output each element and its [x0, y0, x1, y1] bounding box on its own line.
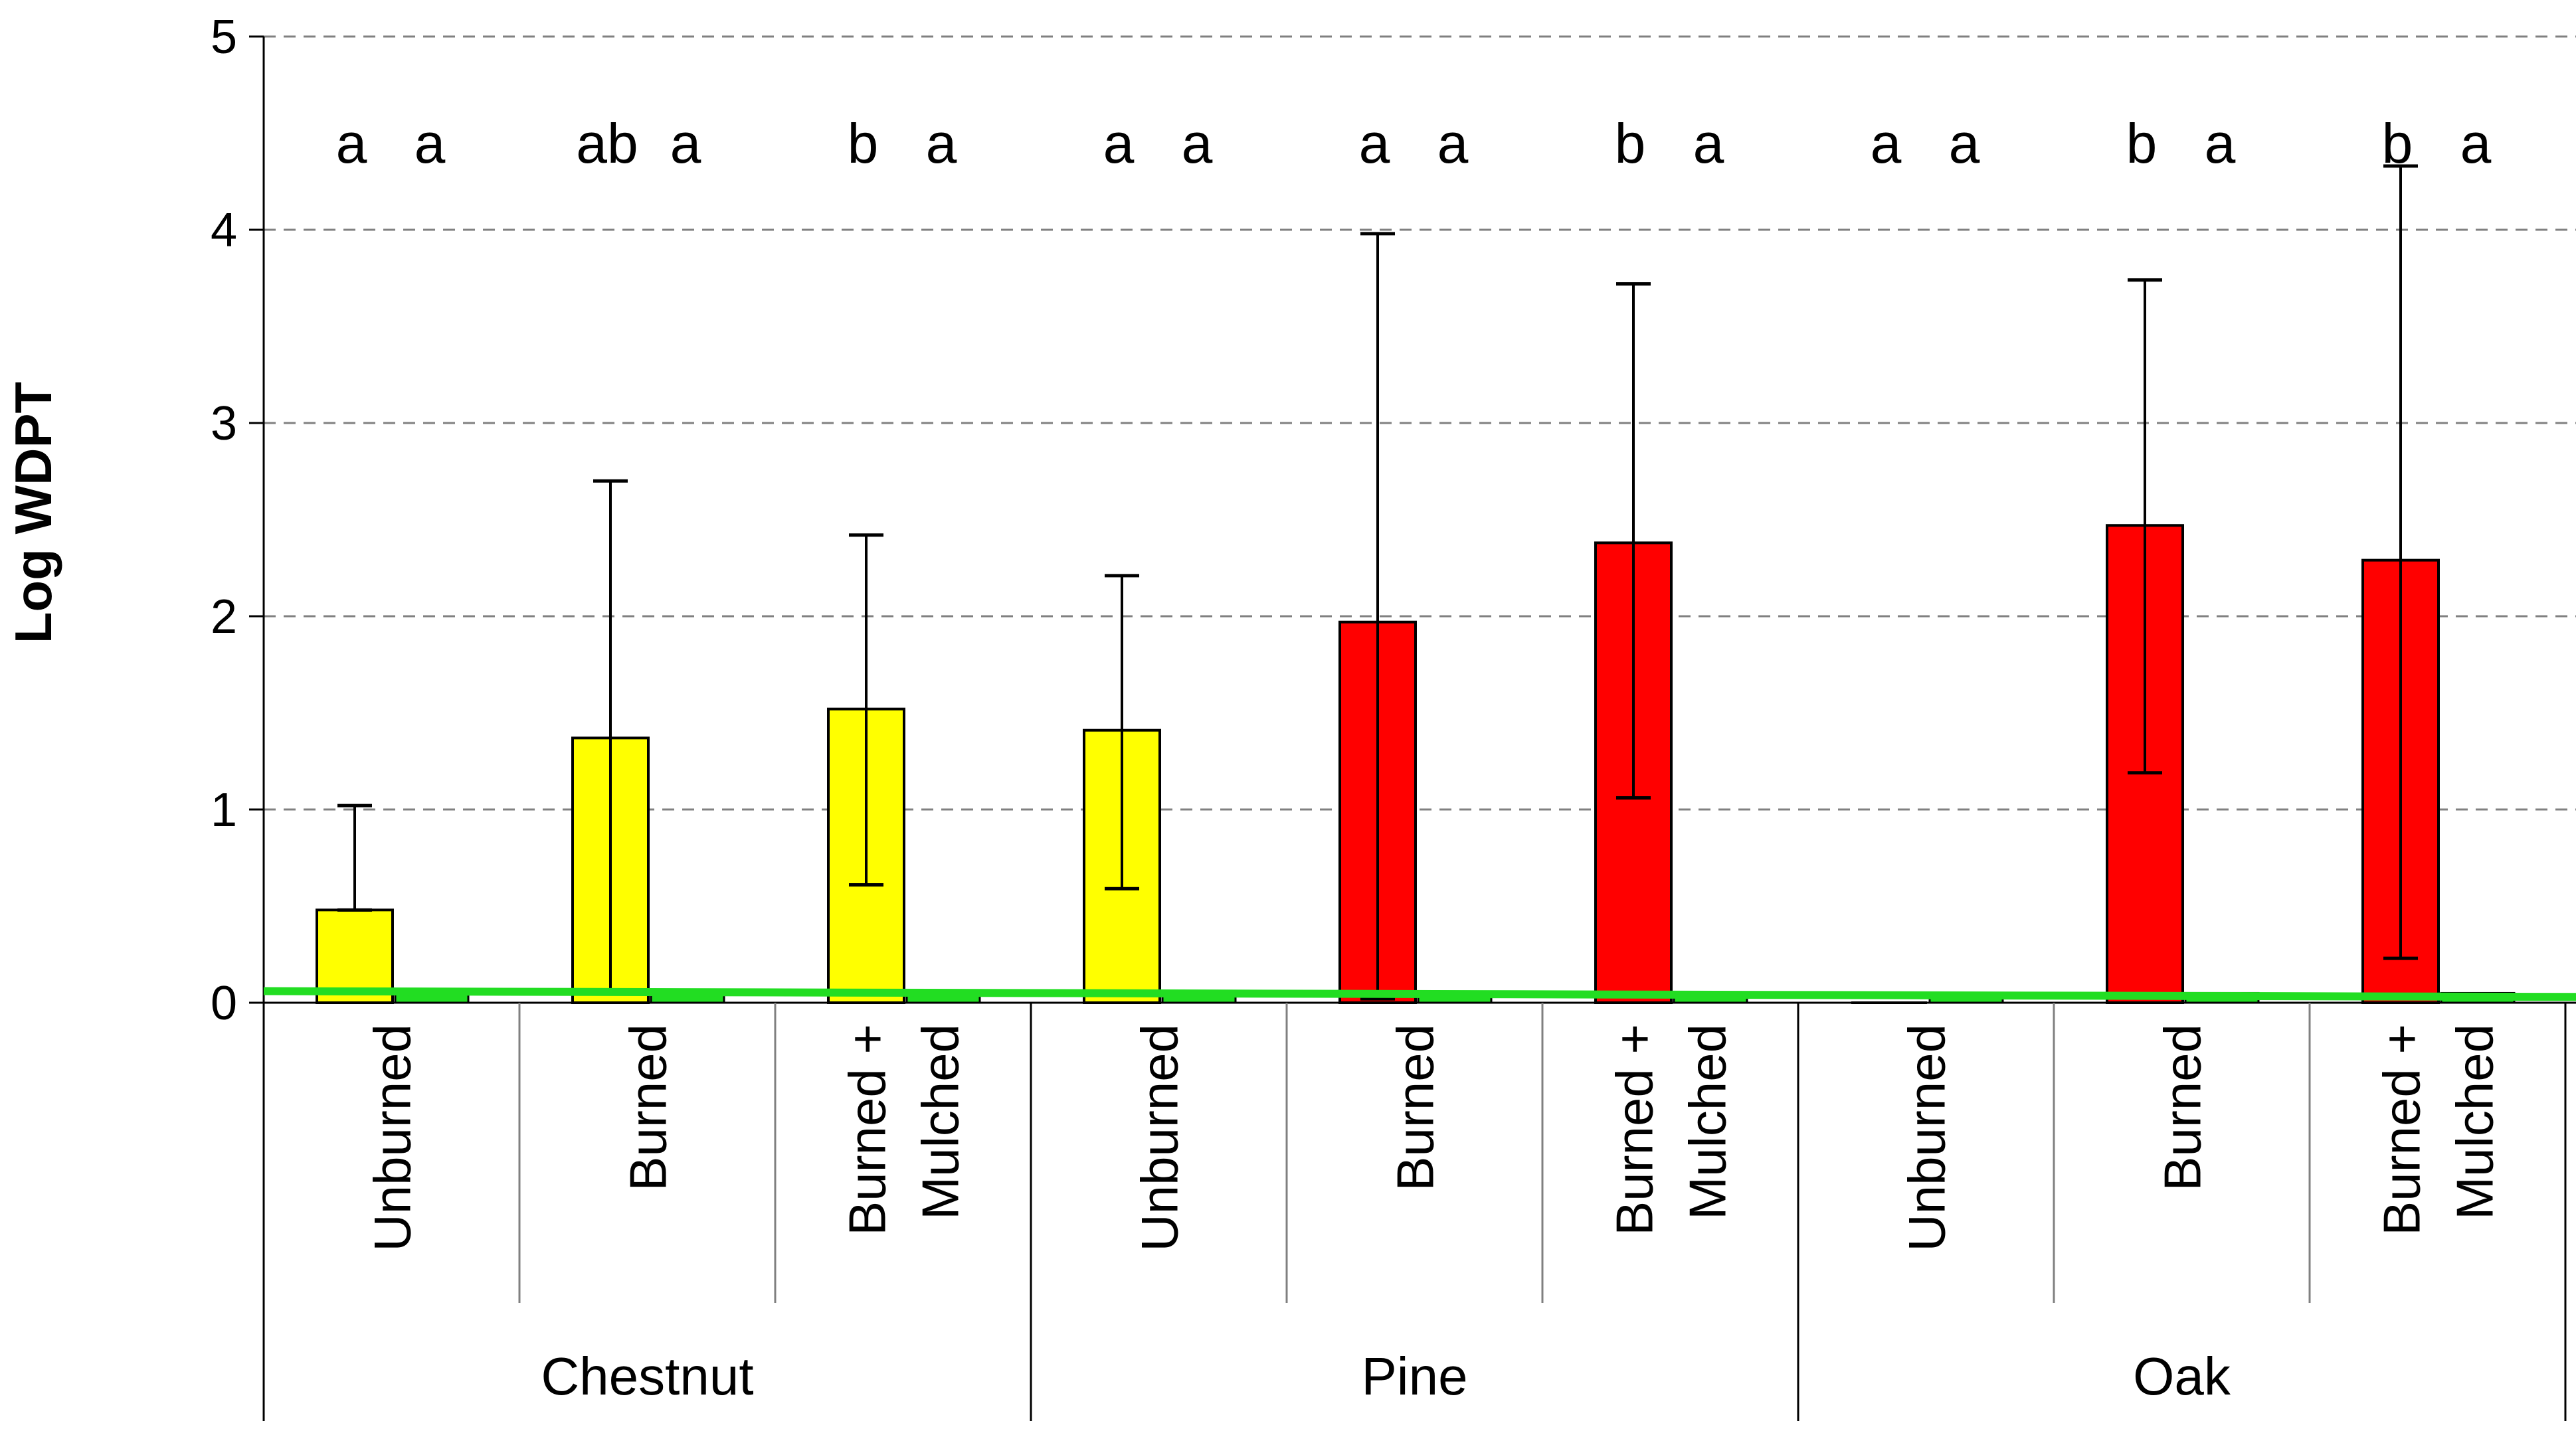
group-label: Chestnut: [541, 1347, 753, 1406]
y-tick-label: 0: [211, 977, 237, 1030]
significance-letter-reference: a: [926, 112, 957, 175]
group-label: Oak: [2133, 1347, 2231, 1406]
group-label: Pine: [1361, 1347, 1467, 1406]
significance-letter: a: [1359, 112, 1390, 175]
y-tick-label: 3: [211, 397, 237, 450]
significance-letter: a: [1103, 112, 1135, 175]
y-tick-label: 1: [211, 784, 237, 837]
significance-letter-reference: a: [2460, 112, 2492, 175]
category-label: Burned: [619, 1024, 678, 1191]
significance-letter-reference: a: [2205, 112, 2236, 175]
category-label: Unburned: [363, 1024, 422, 1252]
significance-letter-reference: a: [1949, 112, 1980, 175]
category-label: Mulched: [911, 1024, 970, 1220]
y-tick-label: 2: [211, 590, 237, 643]
category-label: Unburned: [1898, 1024, 1956, 1252]
category-label: Mulched: [2446, 1024, 2504, 1220]
category-label: Burned: [1386, 1024, 1445, 1191]
significance-letter: ab: [576, 112, 638, 175]
significance-letter-reference: a: [1693, 112, 1724, 175]
bar: [316, 908, 394, 1004]
y-tick-label: 4: [211, 204, 237, 257]
error-bars: [337, 164, 2418, 1001]
significance-letter: a: [1871, 112, 1902, 175]
y-tick-label: 5: [211, 11, 237, 64]
category-label: Burned +: [1606, 1024, 1664, 1236]
significance-letter: b: [848, 112, 879, 175]
significance-letter: a: [336, 112, 367, 175]
significance-letter-reference: a: [1437, 112, 1469, 175]
significance-letter: b: [1615, 112, 1646, 175]
significance-letter: b: [2126, 112, 2158, 175]
category-label: Burned +: [2373, 1024, 2431, 1236]
significance-letter-reference: a: [1182, 112, 1213, 175]
significance-letter: b: [2382, 112, 2413, 175]
category-label: Unburned: [1131, 1024, 1189, 1252]
significance-letter-reference: a: [414, 112, 446, 175]
significance-letter-reference: a: [670, 112, 701, 175]
category-label: Burned: [2154, 1024, 2212, 1191]
green-reference-line: [263, 987, 2576, 1001]
bars: [316, 524, 2516, 1005]
category-label: Burned +: [838, 1024, 897, 1236]
y-axis-label: Log WDPT: [4, 382, 62, 643]
category-label: Mulched: [1679, 1024, 1737, 1220]
reference-line: [263, 987, 2576, 1001]
